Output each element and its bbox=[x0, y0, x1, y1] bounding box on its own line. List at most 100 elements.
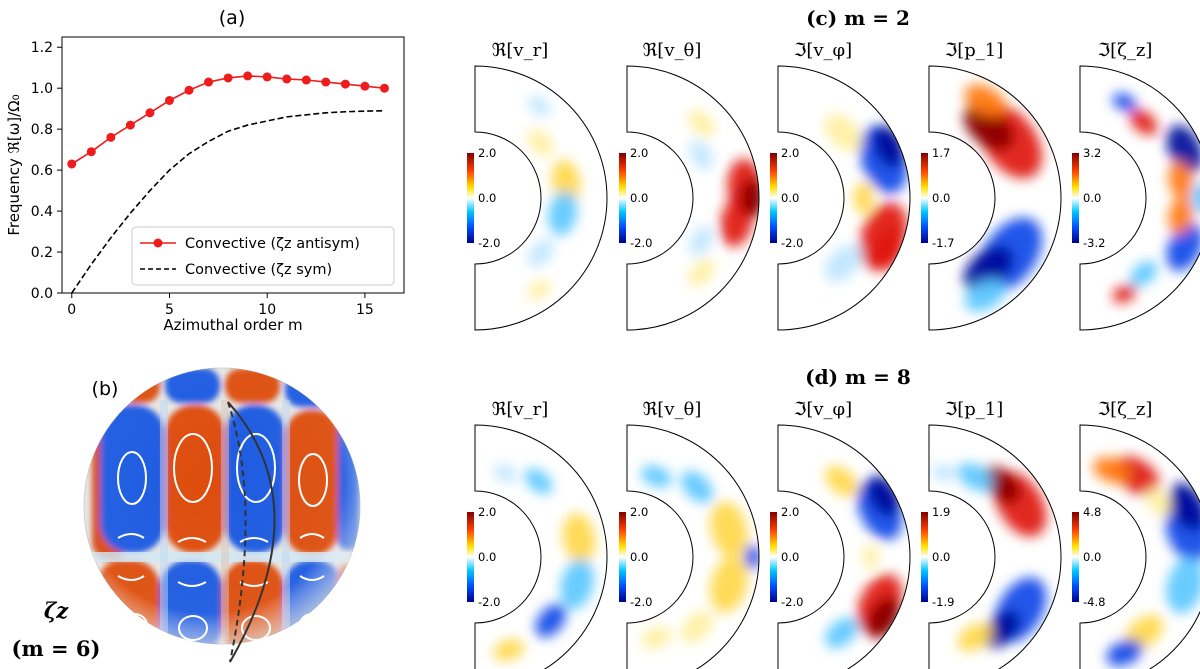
x-tick-label: 5 bbox=[165, 302, 174, 318]
annulus-outline bbox=[777, 424, 911, 669]
data-point bbox=[145, 108, 155, 118]
colorbar-tick-label: 2.0 bbox=[630, 505, 648, 519]
field-title: ℑ[ζ_z] bbox=[1098, 40, 1153, 61]
colorbar-tick-label: -1.9 bbox=[932, 595, 954, 609]
colorbar bbox=[467, 153, 474, 243]
colorbar-tick-label: -2.0 bbox=[781, 595, 803, 609]
colorbar-tick-label: 2.0 bbox=[630, 146, 648, 160]
vorticity-pattern bbox=[84, 368, 360, 644]
field-shading bbox=[627, 425, 759, 669]
data-point bbox=[243, 71, 253, 81]
legend-entry-sym: Convective (ζz sym) bbox=[185, 262, 332, 278]
meridian-dashed bbox=[227, 401, 247, 663]
annulus-outline bbox=[474, 65, 608, 331]
field-shading bbox=[778, 425, 910, 669]
y-tick-label: 0.0 bbox=[31, 286, 53, 302]
colorbar-tick-label: 0.0 bbox=[1083, 550, 1101, 564]
colorbar-tick-label: 1.9 bbox=[932, 505, 950, 519]
x-tick-label: 0 bbox=[67, 302, 76, 318]
field-title: ℑ[v_φ] bbox=[794, 399, 852, 420]
colorbar-tick-label: 0.0 bbox=[932, 550, 950, 564]
meridional-plot-5: ℑ[ζ_z] 4.8 0.0 -4.8 bbox=[1072, 399, 1200, 669]
legend-box bbox=[131, 226, 395, 286]
panel-d-meridional-plots: ℜ[v_r] 2.0 0.0 -2.0 ℜ[v_θ] 2.0 0.0 -2.0 ℑ[v_φ] 2.… bbox=[467, 399, 1200, 669]
colorbar bbox=[619, 512, 626, 602]
data-point bbox=[321, 77, 331, 87]
axis-ticks: 0 5 10 15 0.0 0.2 0.4 0.6 0.8 1.0 1.2 bbox=[31, 40, 374, 318]
annulus-outline bbox=[928, 424, 1062, 669]
field-title: ℜ[v_r] bbox=[492, 40, 548, 61]
colorbar bbox=[619, 153, 626, 243]
field-title: ℜ[v_θ] bbox=[643, 40, 702, 61]
y-tick-label: 0.4 bbox=[31, 204, 53, 220]
colorbar-tick-label: 2.0 bbox=[781, 146, 799, 160]
colorbar-tick-label: -2.0 bbox=[478, 595, 500, 609]
y-axis-label: Frequency ℜ[ω]/Ω₀ bbox=[5, 94, 23, 235]
colorbar bbox=[1072, 512, 1079, 602]
meridian-solid bbox=[227, 401, 276, 663]
annulus-outline bbox=[1079, 424, 1200, 669]
data-point bbox=[340, 79, 350, 89]
colorbar-tick-label: -4.8 bbox=[1083, 595, 1105, 609]
colorbar-tick-label: -1.7 bbox=[932, 236, 954, 250]
meridional-plot-5: ℑ[ζ_z] 3.2 0.0 -3.2 bbox=[1072, 40, 1200, 331]
meridional-plot-3: ℑ[v_φ] 2.0 0.0 -2.0 bbox=[770, 40, 911, 331]
colorbar-tick-label: -2.0 bbox=[478, 236, 500, 250]
colorbar-tick-label: -2.0 bbox=[630, 595, 652, 609]
panel-c-meridional-plots: ℜ[v_r] 2.0 0.0 -2.0 ℜ[v_θ] 2.0 0.0 -2.0 ℑ[v_φ] 2.… bbox=[467, 40, 1200, 331]
field-shading bbox=[475, 425, 607, 669]
series-line-sym bbox=[71, 109, 385, 294]
meridional-plot-3: ℑ[v_φ] 2.0 0.0 -2.0 bbox=[770, 399, 911, 669]
field-title: ℜ[v_θ] bbox=[643, 399, 702, 420]
colorbar bbox=[467, 512, 474, 602]
colorbar bbox=[770, 512, 777, 602]
data-point bbox=[184, 85, 194, 95]
colorbar-tick-label: 0.0 bbox=[781, 191, 799, 205]
data-point bbox=[125, 120, 135, 130]
colorbar-tick-label: 2.0 bbox=[478, 146, 496, 160]
panel-c-title: (c) m = 2 bbox=[806, 6, 910, 30]
annulus-outline bbox=[1079, 65, 1200, 331]
panel-d-title: (d) m = 8 bbox=[805, 365, 911, 389]
legend: Convective (ζz antisym) Convective (ζz s… bbox=[131, 226, 395, 286]
colorbar-tick-label: 0.0 bbox=[478, 191, 496, 205]
data-point bbox=[67, 159, 77, 169]
colorbar-tick-label: 4.8 bbox=[1083, 505, 1101, 519]
colorbar-tick-label: 0.0 bbox=[1083, 191, 1101, 205]
legend-marker-antisym bbox=[153, 238, 163, 248]
meridional-plot-2: ℜ[v_θ] 2.0 0.0 -2.0 bbox=[619, 399, 760, 669]
data-point bbox=[86, 147, 96, 157]
y-tick-label: 1.2 bbox=[31, 40, 53, 56]
colorbar-tick-label: -2.0 bbox=[781, 236, 803, 250]
meridional-plot-1: ℜ[v_r] 2.0 0.0 -2.0 bbox=[467, 40, 608, 331]
colorbar bbox=[1072, 153, 1079, 243]
colorbar bbox=[921, 512, 928, 602]
data-point bbox=[164, 95, 174, 105]
field-title: ℜ[v_r] bbox=[492, 399, 548, 420]
colorbar-tick-label: 0.0 bbox=[630, 191, 648, 205]
field-title: ℑ[p_1] bbox=[945, 40, 1004, 61]
colorbar-tick-label: 0.0 bbox=[781, 550, 799, 564]
plot-series bbox=[67, 71, 389, 294]
y-tick-label: 0.8 bbox=[31, 122, 53, 138]
annulus-outline bbox=[626, 424, 760, 669]
field-title: ℑ[v_φ] bbox=[794, 40, 852, 61]
data-point bbox=[223, 73, 233, 83]
panel-a-chart: (a) 0 5 10 15 0.0 0.2 0.4 0.6 0.8 1.0 1.2 Azimutha… bbox=[5, 7, 405, 334]
field-shading bbox=[929, 425, 1061, 669]
data-point bbox=[360, 81, 370, 91]
colorbar-tick-label: 0.0 bbox=[932, 191, 950, 205]
data-point bbox=[106, 132, 116, 142]
data-point bbox=[204, 77, 214, 87]
data-point bbox=[282, 74, 292, 84]
panel-b-sphere: (b) bbox=[12, 367, 361, 663]
colorbar bbox=[770, 153, 777, 243]
annulus-outline bbox=[474, 424, 608, 669]
sphere-caption-m: (m = 6) bbox=[12, 636, 101, 661]
colorbar-tick-label: 0.0 bbox=[478, 550, 496, 564]
y-tick-label: 0.6 bbox=[31, 163, 53, 179]
annulus-outline bbox=[626, 65, 760, 331]
annulus-outline bbox=[928, 65, 1062, 331]
panel-b-label: (b) bbox=[92, 378, 119, 400]
